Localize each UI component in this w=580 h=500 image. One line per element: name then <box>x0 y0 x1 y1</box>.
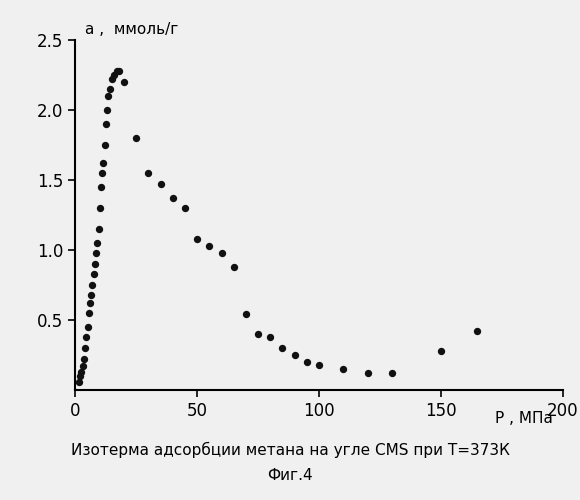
Point <box>436 347 445 355</box>
Point <box>266 333 275 341</box>
Point <box>86 291 96 299</box>
Point <box>107 75 117 83</box>
Point <box>387 369 397 377</box>
Point <box>115 67 124 75</box>
Point <box>193 235 202 243</box>
Point <box>95 204 104 212</box>
Point <box>77 368 86 376</box>
Point <box>119 78 129 86</box>
Point <box>132 134 141 142</box>
Point <box>180 204 190 212</box>
Point <box>156 180 165 188</box>
Point <box>104 92 113 100</box>
Point <box>97 169 107 177</box>
Point <box>100 141 109 149</box>
Point <box>144 169 153 177</box>
X-axis label: P , МПа: P , МПа <box>495 411 553 426</box>
Point <box>302 358 311 366</box>
Point <box>217 249 226 257</box>
Point <box>82 333 91 341</box>
Point <box>84 309 93 317</box>
Point <box>229 263 238 271</box>
Point <box>103 106 112 114</box>
Point <box>88 281 97 289</box>
Point <box>94 225 103 233</box>
Point <box>112 67 121 75</box>
Point <box>90 260 100 268</box>
Point <box>85 299 95 307</box>
Point <box>339 365 348 373</box>
Text: Фиг.4: Фиг.4 <box>267 468 313 482</box>
Point <box>105 85 114 93</box>
Point <box>81 344 90 352</box>
Point <box>253 330 263 338</box>
Point <box>110 71 119 79</box>
Point <box>74 378 84 386</box>
Point <box>290 351 299 359</box>
Point <box>473 327 482 335</box>
Point <box>314 361 324 369</box>
Point <box>96 183 106 191</box>
Point <box>99 159 108 167</box>
Point <box>278 344 287 352</box>
Point <box>89 270 99 278</box>
Point <box>79 355 89 363</box>
Point <box>83 323 92 331</box>
Point <box>102 120 111 128</box>
Point <box>78 362 88 370</box>
Point <box>168 194 177 202</box>
Point <box>92 249 101 257</box>
Text: Изотерма адсорбции метана на угле CMS при T=373К: Изотерма адсорбции метана на угле CMS пр… <box>71 442 509 458</box>
Point <box>241 310 251 318</box>
Point <box>205 242 214 250</box>
Point <box>93 239 102 247</box>
Point <box>75 372 85 380</box>
Point <box>363 369 372 377</box>
Text: а ,  ммоль/г: а , ммоль/г <box>85 22 179 36</box>
